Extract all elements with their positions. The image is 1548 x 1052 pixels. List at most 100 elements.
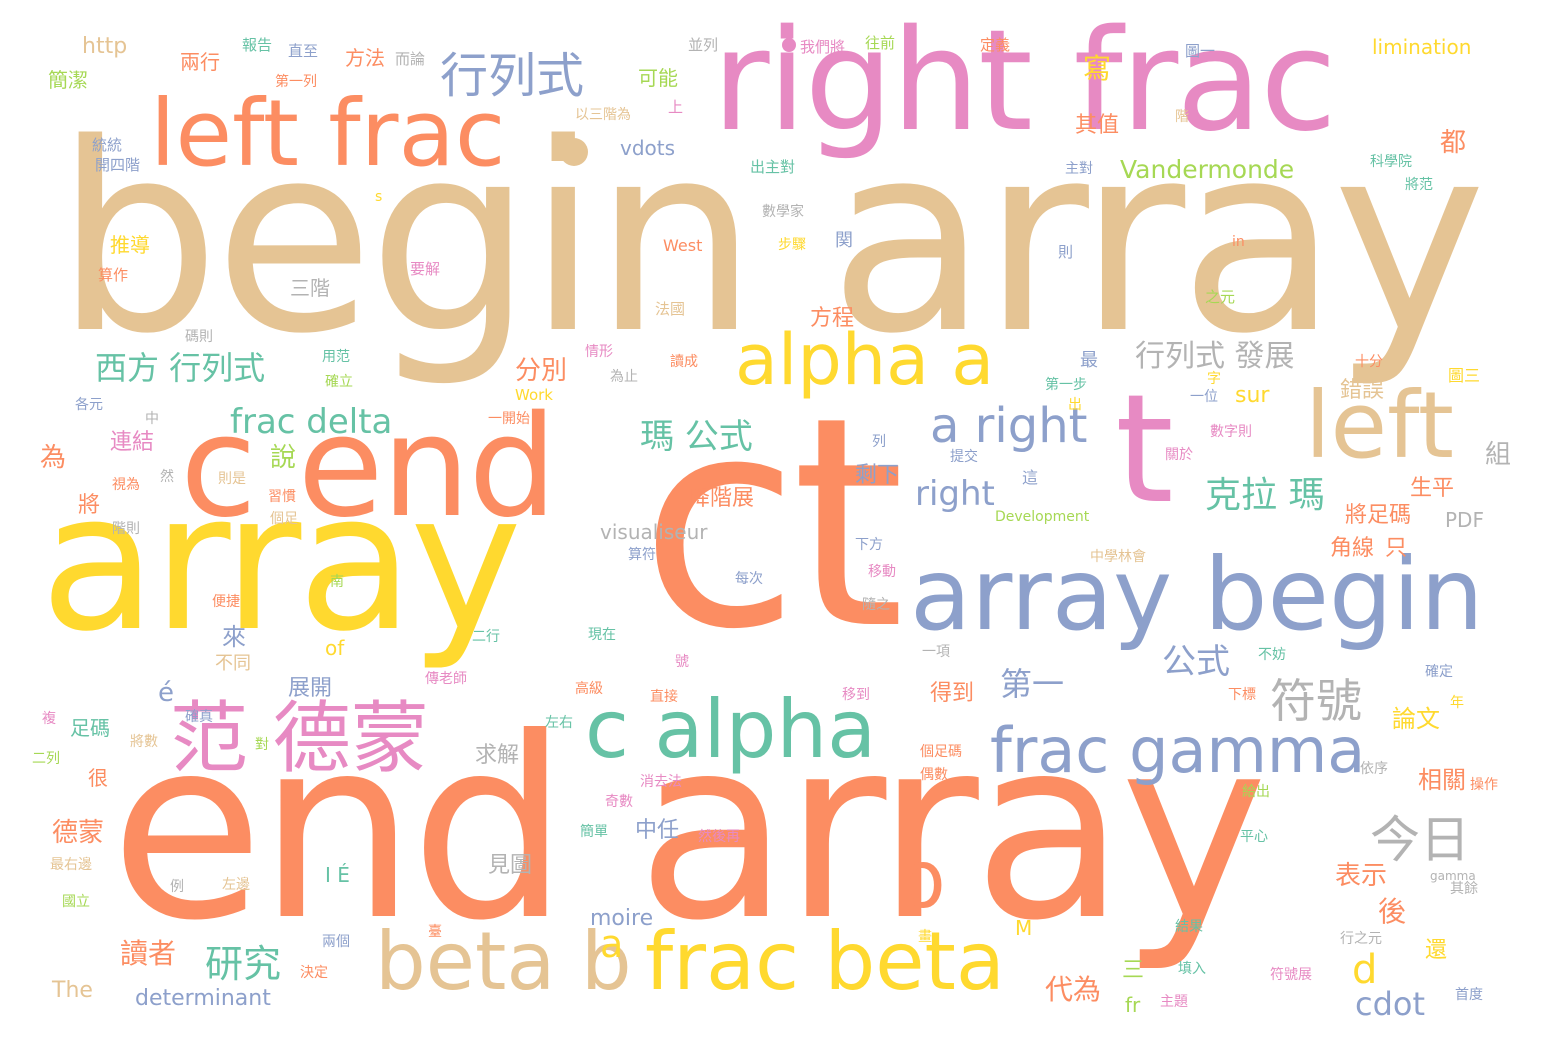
word-dedao: 得到	[930, 681, 975, 706]
word-small: 每次	[735, 571, 763, 587]
word-sanjie: 三階	[290, 276, 330, 300]
word-vdots: vdots	[620, 136, 676, 160]
word-ma-formula: 瑪 公式	[640, 417, 753, 457]
word-work: Work	[515, 386, 553, 404]
word-determinant-development: 行列式 發展	[1135, 339, 1295, 374]
word-small: 階	[1175, 109, 1189, 125]
word-qiujie: 求解	[475, 743, 520, 768]
word-small: 將	[78, 493, 101, 518]
word-small: 出主對	[750, 158, 796, 176]
word-alpha-a: alpha a	[735, 319, 995, 401]
word-small: 算符	[628, 547, 656, 563]
word-small: in	[1232, 234, 1245, 250]
word-small: 這	[1022, 468, 1039, 487]
word-small: 我們將	[800, 38, 846, 56]
word-yanjiu: 研究	[205, 942, 282, 986]
word-small: 而論	[395, 50, 426, 68]
word-small: 移動	[868, 564, 896, 580]
dot-mark	[560, 138, 588, 166]
word-jiangjiezhan: 降階展	[688, 486, 755, 511]
word-e-acute: é	[158, 678, 174, 708]
word-small: 下方	[855, 537, 883, 553]
word-small: 左右	[545, 715, 573, 731]
word-small: 二列	[32, 751, 60, 767]
word-small: 關於	[1165, 447, 1193, 463]
word-small: 下標	[1228, 687, 1256, 703]
word-d: d	[1352, 947, 1378, 993]
word-c-end: c end	[180, 386, 557, 549]
word-ct: ct	[640, 356, 905, 693]
word-c-alpha: c alpha	[585, 683, 877, 776]
word-small: 碼則	[185, 329, 213, 345]
word-dou: 都	[1440, 128, 1467, 158]
word-small: 臺	[428, 924, 442, 940]
word-small: 然後再	[698, 829, 740, 845]
word-small: 首度	[1455, 987, 1483, 1003]
word-determinant: determinant	[135, 986, 271, 1011]
word-small: 直接	[650, 689, 678, 705]
word-http: http	[82, 34, 128, 59]
word-small: 傳老師	[425, 671, 467, 687]
word-small: 結果	[1175, 919, 1203, 935]
word-frac-beta: frac beta	[645, 915, 1005, 1008]
word-development: Development	[995, 509, 1090, 525]
word-biaoshi: 表示	[1335, 861, 1388, 891]
word-i-e: I É	[325, 863, 350, 887]
word-m: M	[1015, 916, 1033, 940]
word-daiwei: 代為	[1045, 973, 1102, 1006]
word-small: 號	[675, 654, 689, 670]
word-small: 偶數	[920, 767, 948, 783]
word-small: 情形	[585, 344, 613, 360]
word-qizhi: 其值	[1075, 113, 1120, 138]
word-array: array	[40, 452, 522, 673]
word-small: 往前	[865, 34, 896, 52]
word-small: 圖三	[1448, 366, 1481, 385]
word-fuhao: 符號	[1270, 674, 1362, 728]
word-tuidao: 推導	[110, 233, 150, 257]
word-jianjie: 簡潔	[48, 68, 88, 92]
word-right-frac: right frac	[712, 0, 1337, 163]
word-demeng: 德蒙	[52, 818, 105, 848]
word-small: 各元	[75, 397, 103, 413]
word-liangxing: 兩行	[180, 50, 220, 74]
word-small: 兩個	[322, 934, 350, 950]
word-small: 提交	[950, 449, 978, 465]
word-small: 讀成	[670, 354, 698, 370]
word-small: 統統	[92, 136, 123, 154]
word-small: 則是	[218, 471, 246, 487]
word-gamma: gamma	[1430, 869, 1476, 883]
word-small: 移到	[842, 687, 870, 703]
word-small: 消去法	[640, 774, 682, 790]
word-frac-delta: frac delta	[230, 402, 393, 442]
word-small: 其餘	[1450, 881, 1478, 897]
dot-mark	[782, 38, 796, 52]
word-vandermonde: Vandermonde	[1120, 155, 1295, 184]
word-diyi: 第一	[1000, 665, 1065, 703]
word-small: 列	[872, 434, 886, 450]
word-small: 以三階為	[575, 107, 631, 123]
word-small: 將數	[130, 734, 158, 750]
word-butong: 不同	[215, 653, 251, 674]
word-small: 符號展	[1270, 967, 1312, 983]
word-jiaoxian: 角線	[1330, 536, 1375, 561]
word-zhongren: 中任	[635, 818, 680, 843]
word-small: 第一列	[275, 74, 317, 90]
word-west: West	[663, 236, 703, 255]
word-lai: 來	[222, 623, 246, 651]
word-a: a	[600, 922, 624, 966]
word-fan-demeng: 范 德蒙	[170, 694, 429, 784]
word-small: s	[375, 189, 383, 205]
word-shengxia: 剩下	[855, 463, 900, 488]
word-cuowu: 錯誤	[1340, 378, 1385, 403]
word-small: 然	[160, 469, 174, 485]
word-jiangzuma: 將足碼	[1345, 503, 1412, 528]
word-jinri: 今日	[1370, 811, 1470, 869]
word-small: 確真	[185, 709, 213, 725]
word-shuo: 說	[270, 443, 297, 473]
word-small: 要解	[410, 260, 441, 278]
word-small: 步驟	[778, 237, 806, 253]
word-small: 主題	[1160, 994, 1188, 1010]
word-small: 十分	[1355, 354, 1383, 370]
word-small: 為止	[610, 369, 638, 385]
